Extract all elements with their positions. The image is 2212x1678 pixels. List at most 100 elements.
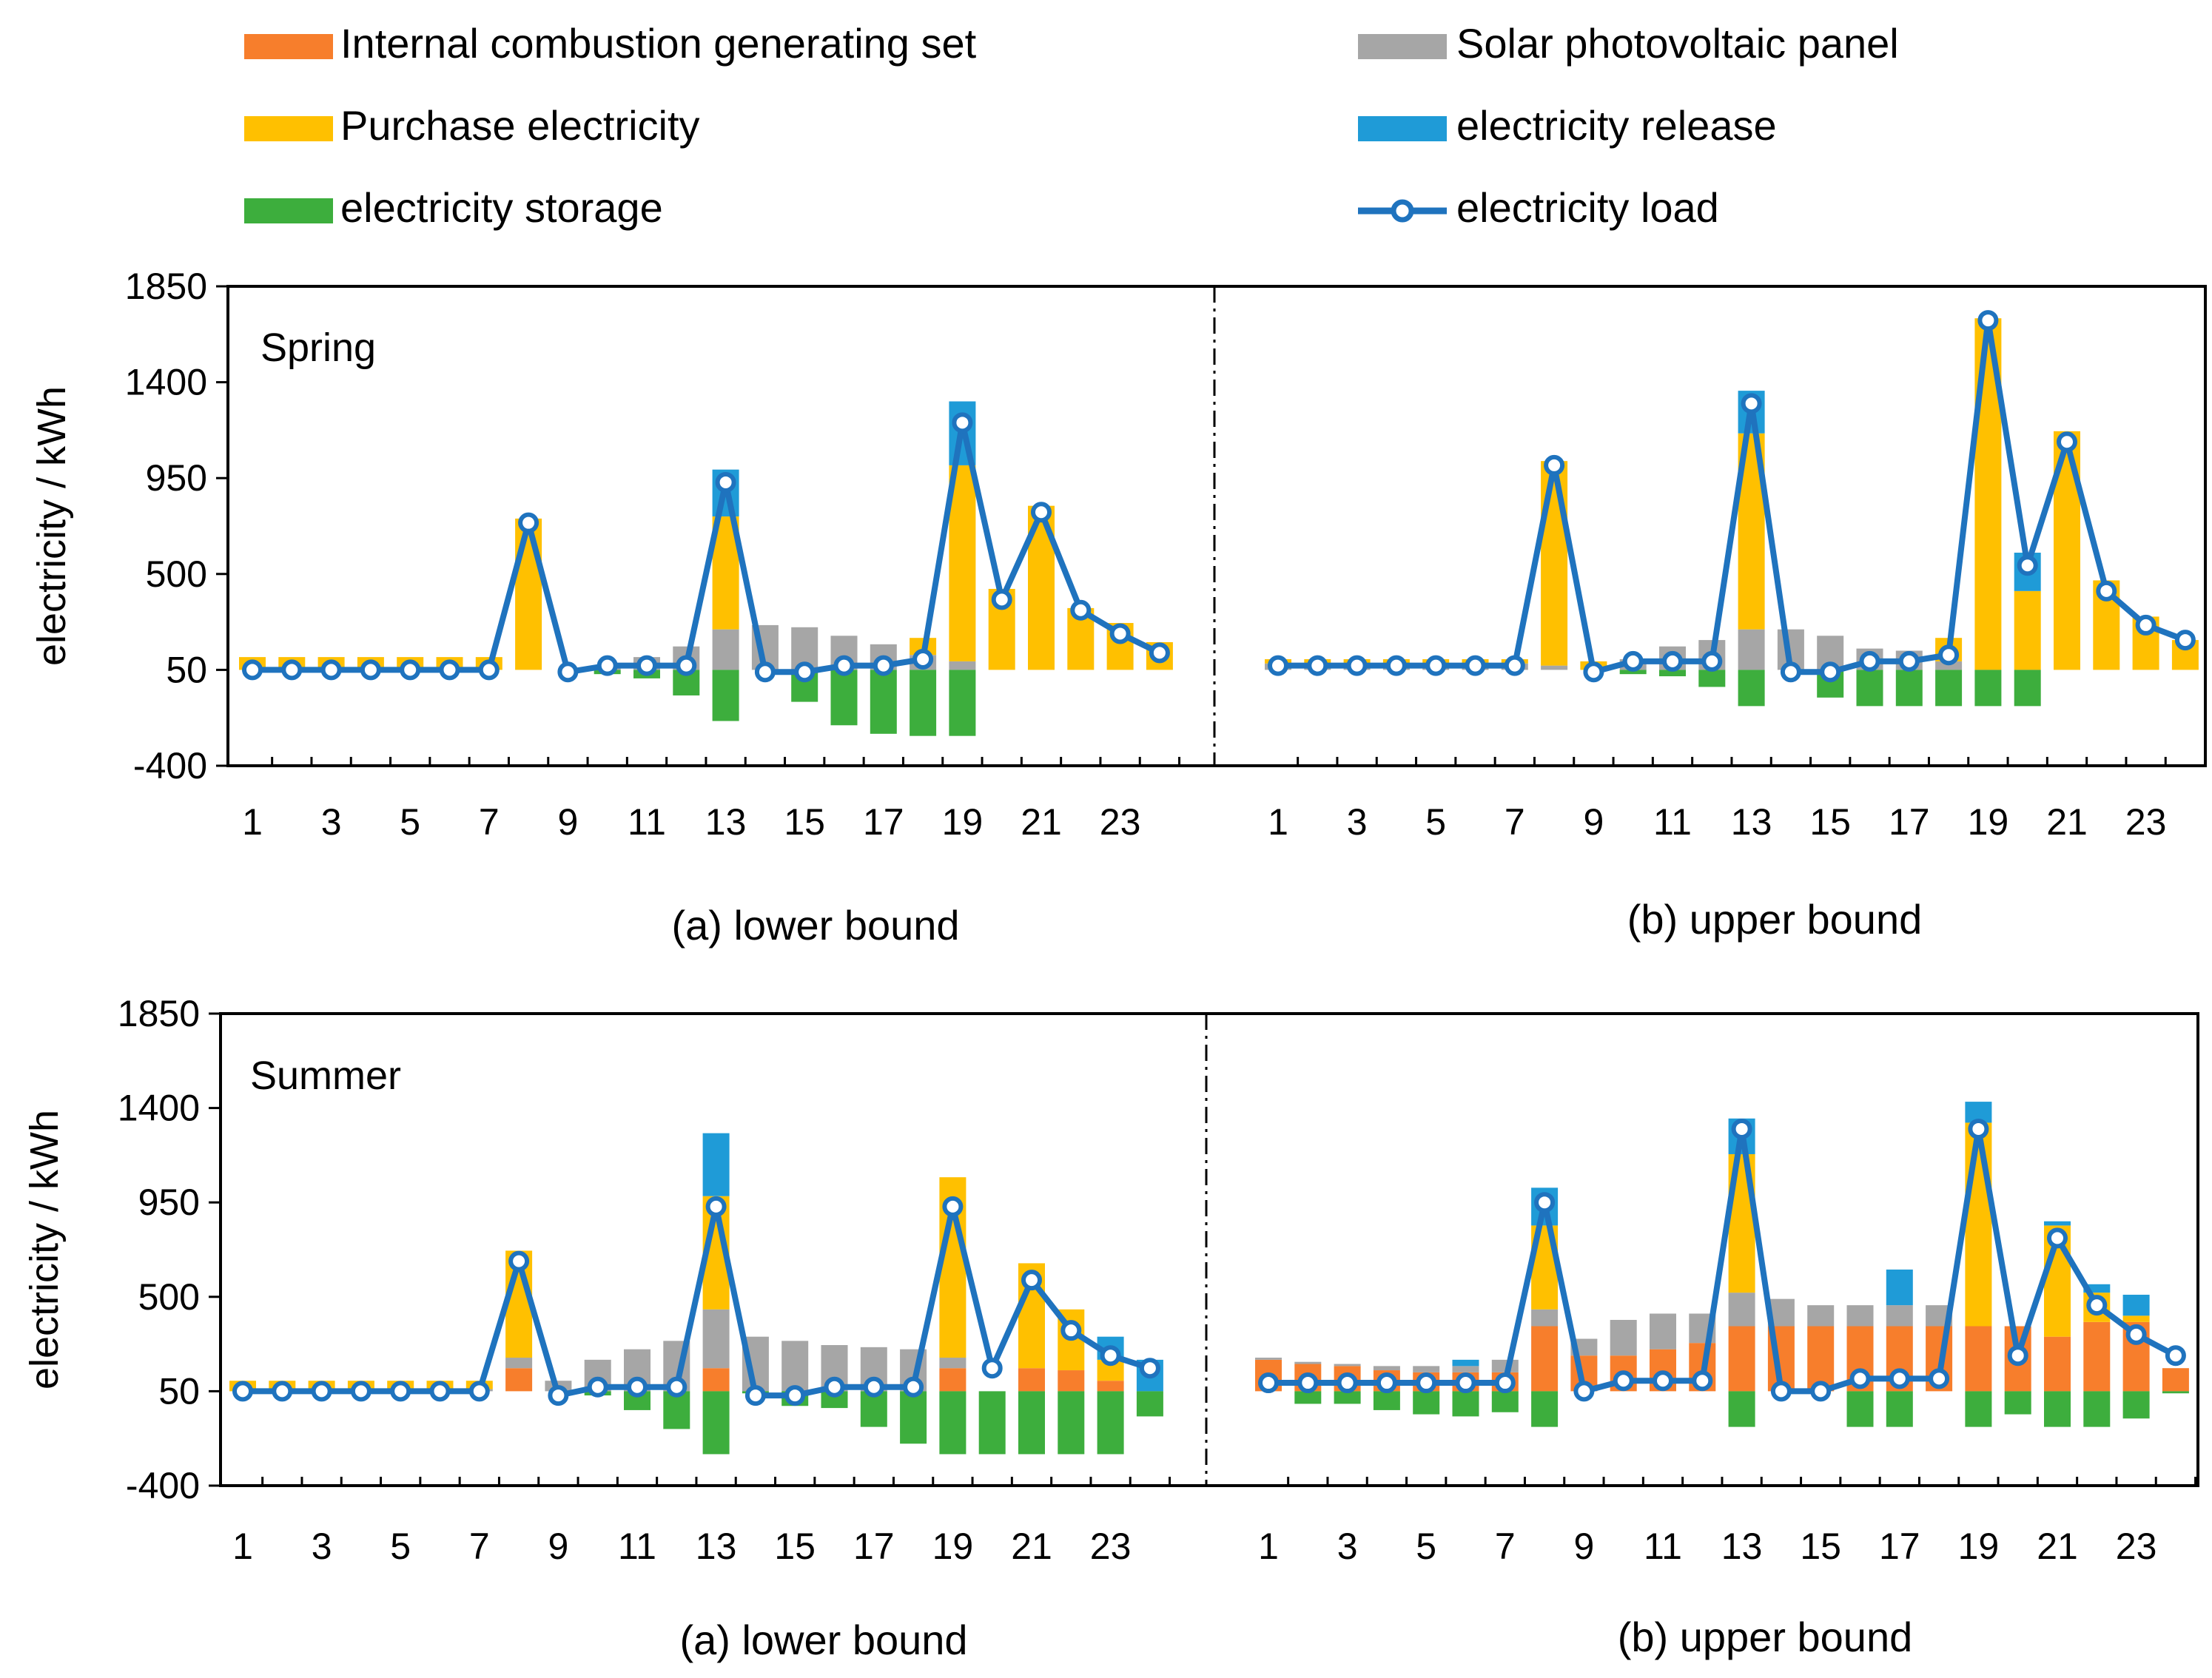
bar-segment	[1452, 1359, 1479, 1367]
load-point	[991, 589, 1012, 610]
load-point	[1780, 661, 1801, 683]
load-point	[1731, 1118, 1752, 1139]
load-point	[1613, 1370, 1634, 1392]
x-tick-label: 15	[784, 801, 825, 843]
x-tick-label: 9	[548, 1526, 568, 1567]
load-point	[232, 1381, 253, 1402]
x-tick-label: 15	[1809, 801, 1851, 843]
load-point	[2096, 580, 2117, 602]
load-point	[2165, 1345, 2186, 1367]
load-point	[794, 661, 816, 683]
load-point	[478, 659, 500, 681]
bar-segment	[1738, 670, 1765, 707]
bar-segment	[702, 1391, 730, 1455]
panel-summer-frame	[219, 1012, 2199, 1487]
x-tick-label: 3	[321, 801, 342, 843]
bar-segment	[1018, 1368, 1045, 1392]
y-tick-label: 50	[166, 649, 207, 690]
bar-segment	[1807, 1305, 1835, 1327]
bar-segment	[1886, 1391, 1913, 1427]
bar-segment	[1974, 670, 2002, 707]
load-point	[2007, 1345, 2028, 1367]
bar-segment	[1846, 1305, 1874, 1327]
bar-segment	[830, 670, 858, 726]
y-tick-label: -400	[133, 745, 207, 786]
bar-segment	[1610, 1319, 1637, 1356]
legend-item-load: electricity load	[1358, 184, 1719, 231]
x-tick-label: 19	[932, 1526, 974, 1567]
bar-segment	[712, 629, 739, 670]
legend-label-pv: Solar photovoltaic panel	[1456, 20, 1899, 67]
x-tick-label: 7	[1495, 1526, 1516, 1567]
legend-item-sto: electricity storage	[244, 184, 663, 231]
load-point	[1346, 655, 1368, 676]
summer-lower-bound-chart: 1 3 5 7 9 11 13 15 17 19 21 23	[229, 1133, 1171, 1567]
load-point	[1258, 1372, 1279, 1394]
load-point	[587, 1376, 608, 1398]
load-point	[1031, 502, 1052, 523]
bar-segment	[1935, 670, 1963, 707]
bar-segment	[2044, 1221, 2071, 1226]
bar-segment	[781, 1341, 809, 1392]
load-point	[1534, 1192, 1556, 1213]
bar-segment	[702, 1309, 730, 1369]
load-point	[2086, 1295, 2108, 1316]
x-tick-label: 23	[1100, 801, 1141, 843]
y-tick-label: 500	[138, 1276, 200, 1318]
load-point	[360, 659, 381, 681]
x-tick-label: 17	[1879, 1526, 1920, 1567]
x-tick-label: 1	[1268, 801, 1288, 843]
load-point	[1268, 655, 1288, 676]
load-point	[2047, 1227, 2068, 1249]
x-tick-label: 9	[1583, 801, 1604, 843]
panel-summer-season-label: Summer	[250, 1054, 401, 1098]
load-point	[676, 655, 697, 676]
x-tick-label: 7	[469, 1526, 490, 1567]
bar-segment	[1373, 1366, 1400, 1371]
load-point	[1898, 650, 1920, 672]
x-tick-label: 1	[232, 1526, 253, 1567]
load-point	[596, 655, 618, 676]
load-point	[242, 659, 263, 681]
x-tick-label: 11	[1644, 1526, 1682, 1567]
load-point	[912, 649, 934, 670]
load-point	[2174, 630, 2196, 651]
bar-segment	[949, 670, 976, 736]
bar-segment	[2122, 1294, 2150, 1316]
x-tick-label: 7	[1505, 801, 1525, 843]
bar-segment	[1452, 1366, 1479, 1372]
load-point	[1622, 650, 1644, 672]
legend-swatch-ice	[244, 34, 333, 59]
bar-segment	[978, 1391, 1006, 1455]
panel-summer-ylabel: electricity / kWh	[22, 1110, 67, 1389]
bar-segment	[1452, 1391, 1479, 1417]
load-point	[439, 659, 460, 681]
legend: Internal combustion generating set Solar…	[244, 20, 1899, 231]
load-point	[311, 1381, 332, 1402]
bar-segment	[1018, 1391, 1045, 1455]
legend-label-sto: electricity storage	[340, 184, 663, 231]
load-point	[1307, 655, 1328, 676]
bar-segment	[1058, 1370, 1085, 1392]
spring-lower-bound-chart: 1 3 5 7 9 11 13 15 17 19 21 23	[239, 401, 1181, 843]
x-tick-label: 21	[1021, 801, 1062, 843]
panel-summer: Summer electricity / kWh (a) lower bound…	[22, 993, 2199, 1663]
bar-segment	[1728, 1391, 1755, 1427]
load-point	[1337, 1372, 1358, 1394]
x-tick-label: 5	[400, 801, 420, 843]
panel-spring: Spring electricity / kWh (a) lower bound…	[30, 266, 2207, 948]
spring-upper-bound-chart: 1 3 5 7 9 11 13 15 17 19 21 23	[1265, 310, 2207, 843]
bar-segment	[870, 670, 897, 734]
bar-segment	[900, 1391, 927, 1444]
x-tick-label: 17	[853, 1526, 895, 1567]
bar-segment	[1255, 1358, 1282, 1360]
x-tick-label: 3	[1337, 1526, 1358, 1567]
load-point	[1583, 661, 1604, 683]
load-point	[1416, 1372, 1437, 1394]
legend-label-rel: electricity release	[1456, 102, 1777, 149]
load-point	[1692, 1370, 1713, 1392]
x-tick-label: 5	[1425, 801, 1446, 843]
x-tick-label: 7	[479, 801, 500, 843]
bar-segment	[1097, 1391, 1124, 1455]
x-tick-label: 13	[705, 801, 747, 843]
